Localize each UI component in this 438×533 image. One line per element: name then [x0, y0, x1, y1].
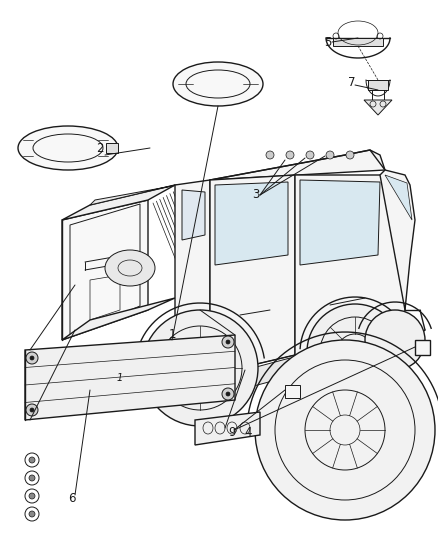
- Polygon shape: [295, 175, 405, 355]
- Ellipse shape: [173, 62, 263, 106]
- Circle shape: [222, 388, 234, 400]
- Polygon shape: [195, 412, 260, 445]
- Text: 1: 1: [168, 328, 176, 342]
- Circle shape: [307, 304, 403, 400]
- Polygon shape: [380, 170, 415, 310]
- Ellipse shape: [18, 126, 118, 170]
- Circle shape: [142, 310, 258, 426]
- Circle shape: [29, 511, 35, 517]
- Circle shape: [222, 336, 234, 348]
- Polygon shape: [364, 100, 392, 115]
- Polygon shape: [385, 175, 412, 220]
- Polygon shape: [210, 150, 385, 180]
- Polygon shape: [62, 200, 148, 340]
- Circle shape: [226, 340, 230, 344]
- Circle shape: [29, 475, 35, 481]
- Polygon shape: [215, 182, 288, 265]
- Text: 3: 3: [252, 189, 260, 201]
- Polygon shape: [333, 38, 383, 46]
- Circle shape: [30, 408, 34, 412]
- Circle shape: [26, 404, 38, 416]
- Circle shape: [346, 151, 354, 159]
- Polygon shape: [25, 335, 235, 420]
- Circle shape: [326, 151, 334, 159]
- Polygon shape: [285, 385, 300, 398]
- Polygon shape: [415, 340, 430, 355]
- Text: 7: 7: [348, 77, 356, 90]
- Text: 5: 5: [324, 36, 332, 49]
- Circle shape: [29, 457, 35, 463]
- Circle shape: [266, 151, 274, 159]
- Polygon shape: [175, 180, 210, 380]
- Circle shape: [30, 356, 34, 360]
- Circle shape: [365, 310, 425, 370]
- Polygon shape: [368, 80, 388, 90]
- Circle shape: [306, 151, 314, 159]
- Polygon shape: [62, 185, 175, 220]
- Polygon shape: [106, 143, 118, 153]
- Polygon shape: [210, 175, 295, 375]
- Polygon shape: [215, 358, 295, 395]
- Polygon shape: [300, 180, 380, 265]
- Circle shape: [29, 493, 35, 499]
- Polygon shape: [175, 185, 178, 298]
- Circle shape: [286, 151, 294, 159]
- Polygon shape: [182, 190, 205, 240]
- Polygon shape: [295, 343, 390, 373]
- Polygon shape: [90, 185, 178, 205]
- Circle shape: [26, 352, 38, 364]
- Text: 9: 9: [228, 426, 236, 440]
- Circle shape: [255, 340, 435, 520]
- Text: 2: 2: [96, 141, 104, 155]
- Ellipse shape: [105, 250, 155, 286]
- Text: 1: 1: [117, 373, 123, 383]
- Text: 6: 6: [68, 491, 76, 505]
- Polygon shape: [62, 298, 175, 340]
- Circle shape: [226, 392, 230, 396]
- Text: 4: 4: [244, 426, 252, 440]
